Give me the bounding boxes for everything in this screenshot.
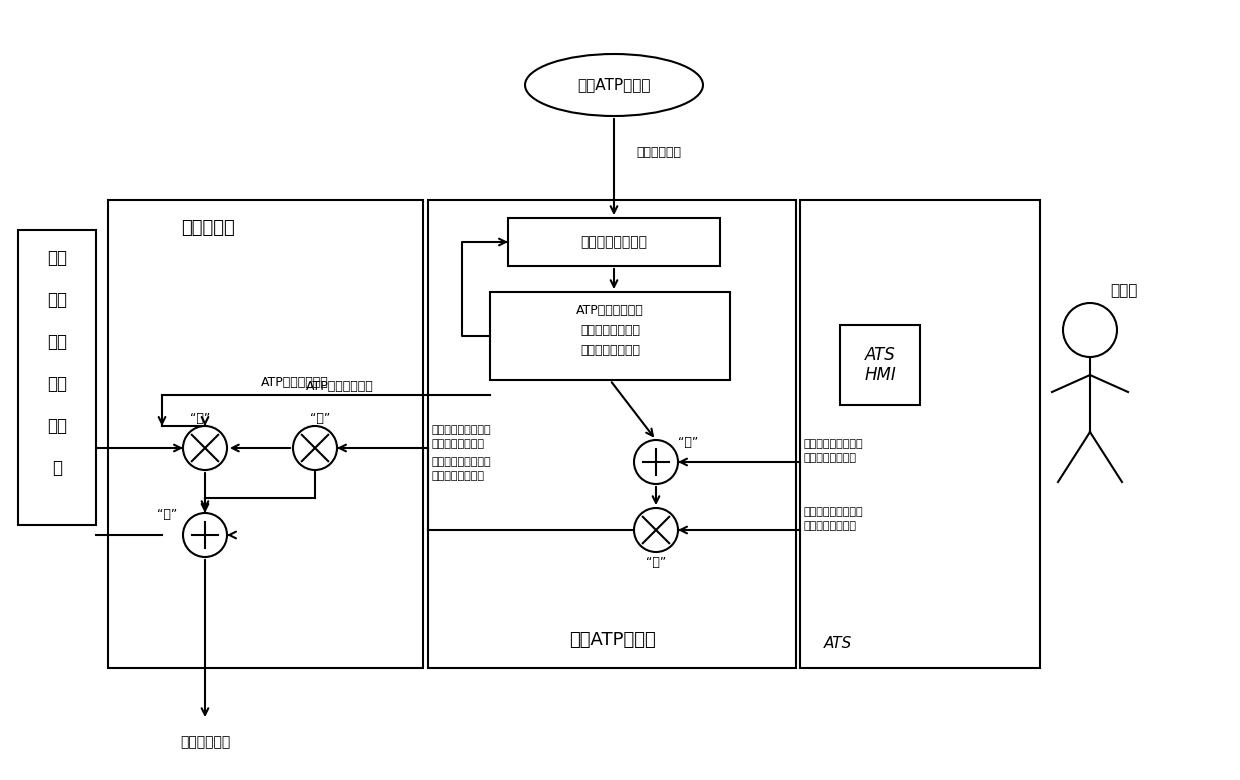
- Text: 联锁子系统: 联锁子系统: [181, 219, 234, 237]
- Circle shape: [184, 426, 227, 470]
- Bar: [108, 200, 423, 668]
- Bar: [490, 292, 730, 380]
- Bar: [800, 200, 1040, 668]
- Bar: [839, 325, 920, 405]
- Text: 电路: 电路: [47, 291, 67, 309]
- Text: ATP闭塞分区状态: ATP闭塞分区状态: [306, 381, 374, 393]
- Text: “与”: “与”: [646, 555, 666, 569]
- Text: 塞分: 塞分: [47, 417, 67, 435]
- Text: 或计: 或计: [47, 333, 67, 351]
- Text: 列车位置报告: 列车位置报告: [636, 147, 681, 159]
- Circle shape: [184, 513, 227, 557]
- Text: 轨道电路或计轴闭塞: 轨道电路或计轴闭塞: [804, 507, 863, 517]
- Text: 轨旁ATP子系统: 轨旁ATP子系统: [569, 631, 656, 649]
- Text: HMI: HMI: [864, 366, 895, 384]
- Text: 联锁闭塞分区: 联锁闭塞分区: [180, 735, 231, 749]
- Text: “或”: “或”: [678, 435, 698, 448]
- Ellipse shape: [525, 54, 703, 116]
- Bar: [508, 218, 720, 266]
- Text: ATP闭塞分区状态: ATP闭塞分区状态: [262, 377, 329, 389]
- Text: 轨道: 轨道: [47, 249, 67, 267]
- Text: 和轨道电路或计轴: 和轨道电路或计轴: [580, 324, 640, 336]
- Text: ATP闭塞分区计算: ATP闭塞分区计算: [577, 303, 644, 317]
- Text: 轨道电路或计轴闭塞: 轨道电路或计轴闭塞: [432, 425, 491, 435]
- Bar: [19, 230, 95, 525]
- Text: 区: 区: [52, 459, 62, 477]
- Circle shape: [1063, 303, 1117, 357]
- Text: 轴闭: 轴闭: [47, 375, 67, 393]
- Circle shape: [293, 426, 337, 470]
- Circle shape: [634, 440, 678, 484]
- Text: 分区投入服务命令: 分区投入服务命令: [432, 471, 485, 481]
- Text: 列车位置跟踪功能: 列车位置跟踪功能: [580, 235, 647, 249]
- Bar: [428, 200, 796, 668]
- Circle shape: [634, 508, 678, 552]
- Text: 分区退出服务命令: 分区退出服务命令: [432, 439, 485, 449]
- Text: “与”: “与”: [310, 412, 330, 424]
- Text: 值班员: 值班员: [1110, 283, 1137, 299]
- Text: 轨道电路或计轴闭塞: 轨道电路或计轴闭塞: [432, 457, 491, 467]
- Text: 车载ATP子系统: 车载ATP子系统: [578, 77, 651, 93]
- Text: ATS: ATS: [823, 636, 852, 651]
- Text: 分区投入服务命令: 分区投入服务命令: [804, 521, 856, 531]
- Text: 轨道电路或计轴闭塞: 轨道电路或计轴闭塞: [804, 439, 863, 449]
- Text: 分区退出服务命令: 分区退出服务命令: [804, 453, 856, 463]
- Text: “与”: “与”: [190, 412, 210, 424]
- Text: ATS: ATS: [864, 346, 895, 364]
- Text: “或”: “或”: [157, 509, 177, 522]
- Text: 闭塞分区评估功能: 闭塞分区评估功能: [580, 343, 640, 356]
